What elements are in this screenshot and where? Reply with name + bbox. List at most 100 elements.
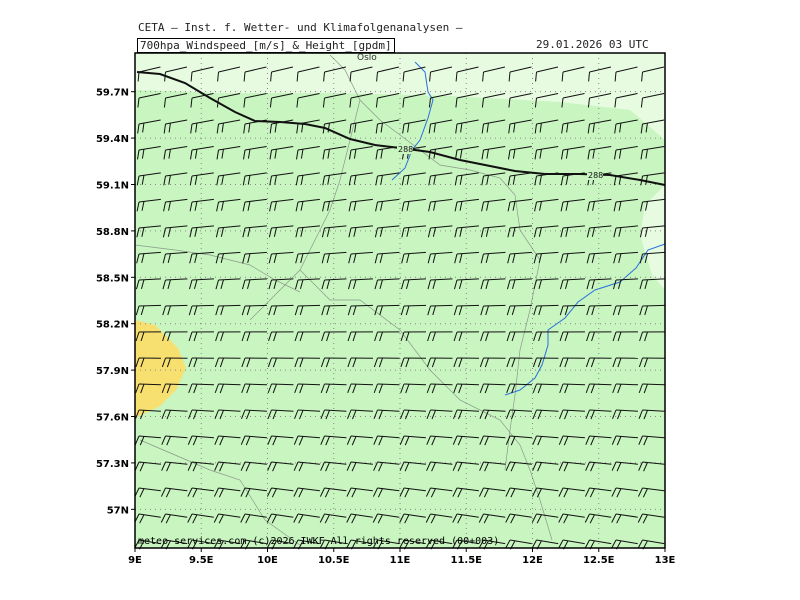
wind-barb: [135, 331, 162, 342]
wind-barb: [559, 383, 586, 394]
lon-tick-label: 9E: [128, 555, 142, 566]
wind-barb: [215, 278, 241, 290]
wind-barb: [637, 487, 665, 498]
wind-barb: [480, 278, 506, 290]
wind-barb: [637, 513, 665, 524]
wind-barb: [294, 304, 321, 316]
wind-barb: [372, 513, 400, 524]
lat-tick-label: 59.1N: [96, 180, 129, 191]
coastline-segment: [329, 54, 541, 471]
wind-barb: [638, 461, 665, 472]
wind-barb: [452, 513, 479, 524]
wind-barb: [240, 435, 267, 446]
wind-barb: [267, 461, 294, 472]
wind-barb: [505, 435, 532, 446]
wind-barb: [190, 119, 214, 134]
wind-barb: [294, 409, 320, 420]
lat-tick-label: 59.4N: [96, 134, 129, 145]
wind-barb: [613, 251, 638, 264]
wind-barb: [135, 278, 161, 290]
wind-barb: [373, 357, 400, 368]
wind-barb: [347, 357, 374, 368]
wind-barb: [508, 119, 532, 134]
wind-barb: [269, 198, 294, 212]
wind-barb: [163, 172, 188, 186]
valid-time: 29.01.2026 03 UTC: [536, 38, 649, 51]
wind-barb: [560, 251, 585, 264]
wind-barb: [295, 225, 320, 238]
wind-barb: [427, 304, 453, 316]
wind-barb: [268, 304, 294, 316]
wind-barb: [425, 487, 453, 498]
wind-barb: [455, 93, 479, 108]
wind-barb: [134, 435, 161, 446]
wind-barb: [214, 357, 241, 368]
wind-barb: [613, 145, 638, 160]
wind-barb: [135, 409, 161, 420]
wind-barb: [375, 172, 400, 186]
wind-barb: [188, 383, 215, 394]
wind-barb: [240, 513, 267, 524]
wind-barb: [375, 93, 400, 108]
wind-barb: [373, 461, 400, 472]
wind-barb: [506, 383, 533, 394]
wind-barb: [348, 198, 373, 212]
wind-barb: [241, 278, 267, 290]
wind-barb: [401, 225, 426, 238]
wind-barb: [612, 383, 639, 394]
wind-barb: [425, 513, 453, 524]
wind-barb: [588, 66, 612, 82]
wind-barb: [136, 251, 161, 264]
wind-barb: [453, 357, 480, 368]
shade-low-north: [135, 53, 665, 140]
wind-barb: [320, 435, 347, 446]
lat-tick-label: 57.9N: [96, 366, 129, 377]
wind-barb: [612, 357, 639, 368]
wind-barb: [323, 66, 347, 82]
wind-barb: [346, 487, 373, 498]
lat-tick-label: 58.2N: [96, 320, 129, 331]
wind-barb: [346, 435, 373, 446]
wind-barb: [587, 198, 612, 212]
wind-barb: [189, 225, 214, 238]
lon-tick-label: 12E: [522, 555, 543, 566]
wind-barb: [241, 304, 268, 316]
wind-barb: [189, 172, 214, 186]
wind-barb: [293, 435, 320, 446]
wind-barb: [349, 119, 373, 134]
wind-barb: [478, 513, 506, 524]
wind-barb: [242, 251, 267, 264]
wind-barb: [187, 513, 214, 524]
wind-barb: [162, 225, 188, 238]
wind-barb: [346, 513, 373, 524]
wind-barb: [561, 119, 585, 134]
wind-barb: [321, 225, 347, 238]
wind-barb: [373, 409, 400, 420]
rivers: [391, 61, 666, 396]
wind-barb: [534, 93, 559, 108]
wind-barb: [242, 172, 267, 186]
wind-barb: [612, 278, 638, 290]
wind-barb: [295, 251, 320, 264]
wind-barb: [136, 145, 161, 160]
wind-barb: [426, 357, 453, 368]
wind-barb: [188, 278, 214, 290]
wind-barb: [532, 357, 559, 368]
wind-barb: [506, 304, 533, 316]
wind-barb: [322, 172, 347, 186]
wind-barb: [613, 198, 638, 212]
wind-barb: [213, 487, 241, 498]
wind-barb: [400, 331, 427, 342]
wind-barb: [267, 409, 294, 420]
wind-barb: [320, 383, 347, 394]
wind-barb: [586, 304, 612, 316]
wind-barb: [558, 461, 585, 472]
wind-barb: [639, 278, 665, 290]
wind-barb: [585, 409, 612, 420]
wind-barb: [455, 119, 479, 134]
wind-barb: [453, 304, 480, 316]
wind-barb: [266, 487, 294, 498]
wind-barb: [322, 93, 347, 108]
wind-barb: [400, 357, 427, 368]
wind-barb: [561, 66, 585, 82]
